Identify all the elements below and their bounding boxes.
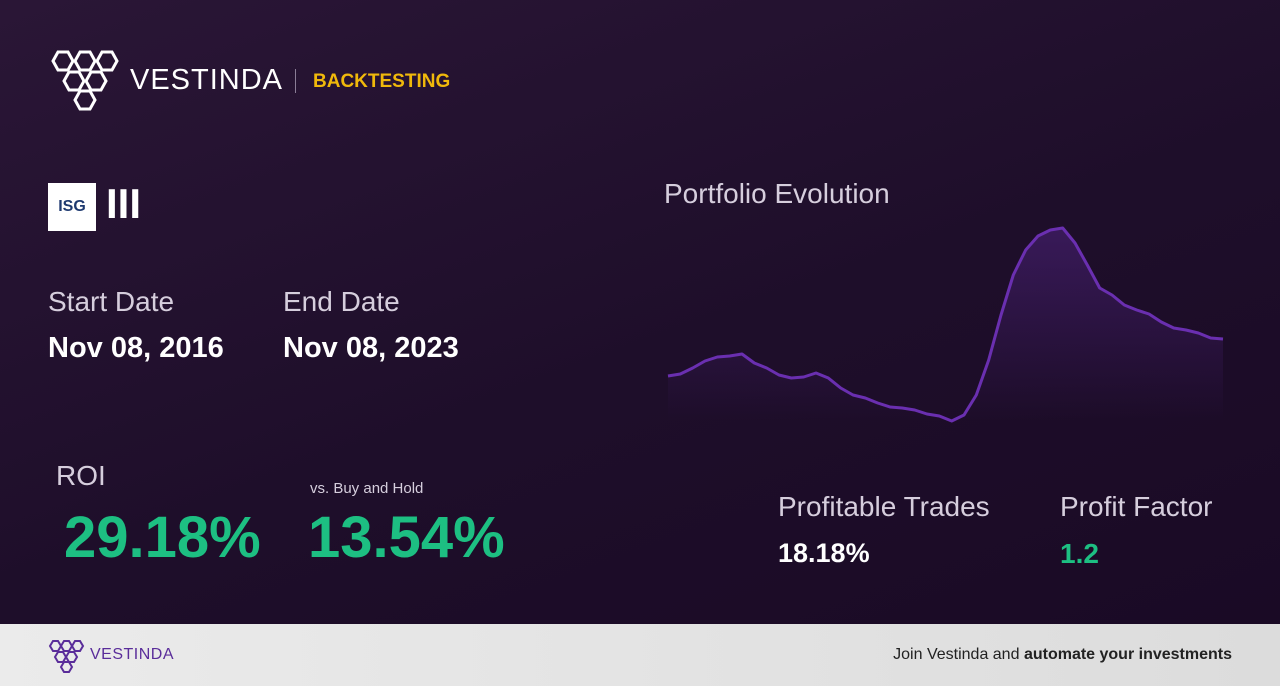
end-date: Nov 08, 2023 xyxy=(283,332,459,364)
line xyxy=(667,226,1224,423)
line-area xyxy=(668,228,1223,421)
cta-bold: automate your investments xyxy=(1023,646,1232,663)
profit-factor-value: 1.2 xyxy=(1060,538,1099,569)
footer xyxy=(0,624,1280,686)
separator xyxy=(295,69,296,93)
footer-brand: VESTINDA xyxy=(90,646,175,663)
roi-label: ROI xyxy=(56,460,106,491)
ticker-logo xyxy=(48,183,96,231)
chart-title: Portfolio Evolution xyxy=(664,178,890,209)
buy-hold-label: vs. Buy and Hold xyxy=(310,480,424,497)
brand-name: VESTINDA xyxy=(130,64,284,96)
profitable-trades-label: Profitable Trades xyxy=(778,491,990,522)
brand-logo xyxy=(51,50,119,111)
profitable-trades-value: 18.18% xyxy=(778,538,870,568)
section-name: BACKTESTING xyxy=(313,71,451,92)
start-date: Nov 08, 2016 xyxy=(48,332,224,364)
cta-text: Join Vestinda and xyxy=(893,646,1020,663)
profit-factor-label: Profit Factor xyxy=(1060,491,1213,522)
footer-logo xyxy=(48,640,85,673)
roi-value: 29.18% xyxy=(64,505,261,570)
ticker: III xyxy=(106,180,142,227)
buy-hold-value: 13.54% xyxy=(308,505,505,570)
ticker-logo-text: ISG xyxy=(58,198,86,215)
portfolio-chart xyxy=(667,226,1224,423)
footer-cta: Join Vestinda and automate your investme… xyxy=(893,646,1232,664)
start-date-label: Start Date xyxy=(48,286,175,317)
end-date-label: End Date xyxy=(283,286,400,317)
